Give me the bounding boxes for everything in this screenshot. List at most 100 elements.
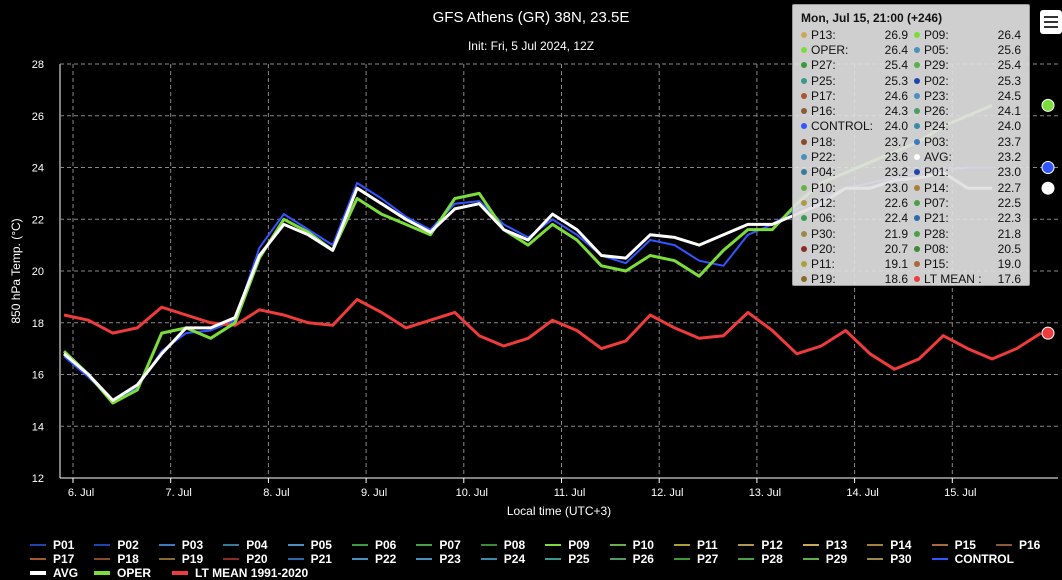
legend-item[interactable]: P08 <box>480 538 525 552</box>
tooltip-entry: P26: 24.1 <box>914 103 1021 118</box>
legend-item[interactable]: P18 <box>94 552 139 566</box>
tooltip-series-name: P26: <box>924 104 949 119</box>
legend-item[interactable]: P05 <box>287 538 332 552</box>
legend-item[interactable]: AVG <box>30 566 78 580</box>
y-tick-label: 26 <box>32 111 44 123</box>
legend-line-icon <box>30 544 46 546</box>
tooltip-series-value: 19.1 <box>884 257 908 272</box>
legend-item[interactable]: CONTROL <box>931 552 1014 566</box>
tooltip-entry: P05: 25.6 <box>914 42 1021 57</box>
legend-line-icon <box>802 558 819 560</box>
legend-line-icon <box>172 571 188 575</box>
legend-label: AVG <box>53 566 79 580</box>
legend-item[interactable]: P28 <box>738 552 783 566</box>
legend-label: P21 <box>310 552 332 566</box>
tooltip-series-value: 23.2 <box>884 165 908 180</box>
tooltip-series-value: 22.3 <box>997 211 1021 226</box>
legend-label: P28 <box>761 552 783 566</box>
legend-item[interactable]: P10 <box>609 538 654 552</box>
legend-label: P24 <box>503 552 526 566</box>
series-color-dot-icon <box>914 245 920 252</box>
legend-item[interactable]: P23 <box>416 552 461 566</box>
tooltip-entry: P17: 24.6 <box>801 88 908 103</box>
legend-item[interactable]: P24 <box>480 552 526 566</box>
legend-item[interactable]: P20 <box>223 552 268 566</box>
x-axis-label: Local time (UTC+3) <box>507 504 611 518</box>
legend-item[interactable]: P17 <box>30 552 74 566</box>
series-color-dot-icon <box>914 154 920 161</box>
legend-line-icon <box>287 544 304 546</box>
tooltip-entry: P06: 22.4 <box>801 211 908 226</box>
legend-label: P04 <box>246 538 268 552</box>
tooltip-entry: P01: 23.0 <box>914 165 1021 180</box>
tooltip-entry: P08: 20.5 <box>914 241 1021 256</box>
tooltip-series-value: 26.9 <box>884 27 908 42</box>
legend-label: P12 <box>761 538 783 552</box>
tooltip-series-value: 22.7 <box>997 180 1021 195</box>
tooltip-series-value: 22.4 <box>884 211 908 226</box>
legend-item[interactable]: P13 <box>802 538 847 552</box>
legend-item[interactable]: P29 <box>802 552 847 566</box>
tooltip-series-name: P01: <box>924 165 949 180</box>
legend-label: P25 <box>568 552 590 566</box>
legend-item[interactable]: P27 <box>674 552 718 566</box>
series-line-lt-mean-1991-2020[interactable] <box>63 298 1042 371</box>
legend-line-icon <box>287 558 304 560</box>
tooltip-entry: P25: 25.3 <box>801 73 908 88</box>
legend-item[interactable]: P03 <box>158 538 203 552</box>
legend-item[interactable]: P09 <box>545 538 590 552</box>
tooltip-series-name: P06: <box>811 211 836 226</box>
legend-item[interactable]: P25 <box>545 552 590 566</box>
tooltip-series-name: P30: <box>811 226 836 241</box>
legend-label: CONTROL <box>954 552 1014 566</box>
series-color-dot-icon <box>801 123 807 130</box>
legend-line-icon <box>223 558 240 560</box>
legend-item[interactable]: P22 <box>352 552 396 566</box>
tooltip-entry: P27: 25.4 <box>801 58 908 73</box>
legend-line-icon <box>738 558 755 560</box>
tooltip-series-name: P20: <box>811 241 836 256</box>
tooltip-series-name: P07: <box>924 195 949 210</box>
legend-item[interactable]: P04 <box>223 538 268 552</box>
series-color-dot-icon <box>914 215 920 222</box>
tooltip-series-value: 23.2 <box>997 150 1021 165</box>
hamburger-menu-button[interactable] <box>1040 10 1062 34</box>
series-color-dot-icon <box>914 230 920 237</box>
tooltip-entry: OPER: 26.4 <box>801 42 908 57</box>
x-tick-label: 8. Jul <box>263 487 289 499</box>
legend-line-icon <box>94 571 110 575</box>
legend-item[interactable]: P02 <box>94 538 139 552</box>
legend-item[interactable]: P01 <box>30 538 74 552</box>
tooltip-series-value: 20.5 <box>997 241 1021 256</box>
y-tick-label: 16 <box>32 370 44 382</box>
series-color-dot-icon <box>914 62 920 69</box>
legend-item[interactable]: P30 <box>867 552 912 566</box>
y-tick-label: 22 <box>32 214 44 226</box>
legend-item[interactable]: LT MEAN 1991-2020 <box>172 566 308 580</box>
legend-label: P15 <box>954 538 976 552</box>
legend-item[interactable]: OPER <box>94 566 151 580</box>
legend-line-icon <box>352 558 368 560</box>
legend-item[interactable]: P07 <box>416 538 461 552</box>
legend-item[interactable]: P15 <box>931 538 976 552</box>
legend-item[interactable]: P14 <box>867 538 912 552</box>
legend-item[interactable]: P06 <box>352 538 396 552</box>
legend-item[interactable]: P26 <box>609 552 654 566</box>
legend-item[interactable]: P16 <box>996 538 1040 552</box>
series-color-dot-icon <box>801 199 807 206</box>
legend-item[interactable]: P12 <box>738 538 783 552</box>
tooltip-series-value: 23.7 <box>997 134 1021 149</box>
legend-item[interactable]: P11 <box>674 538 718 552</box>
legend-item[interactable]: P19 <box>158 552 203 566</box>
legend-label: P14 <box>890 538 912 552</box>
legend-line-icon <box>94 558 111 560</box>
tooltip-series-name: LT MEAN : <box>924 272 982 287</box>
legend-line-icon <box>30 558 46 560</box>
legend-item[interactable]: P21 <box>287 552 332 566</box>
legend-label: P27 <box>697 552 719 566</box>
tooltip-series-value: 22.5 <box>997 195 1021 210</box>
tooltip-series-value: 25.3 <box>884 73 908 88</box>
axis-ticks: 12 14 16 18 20 22 24 26 28 6. Jul 7. Jul 8. Jul 9. J… <box>32 59 977 499</box>
tooltip-series-value: 26.4 <box>997 27 1021 42</box>
tooltip-series-value: 25.3 <box>997 73 1021 88</box>
